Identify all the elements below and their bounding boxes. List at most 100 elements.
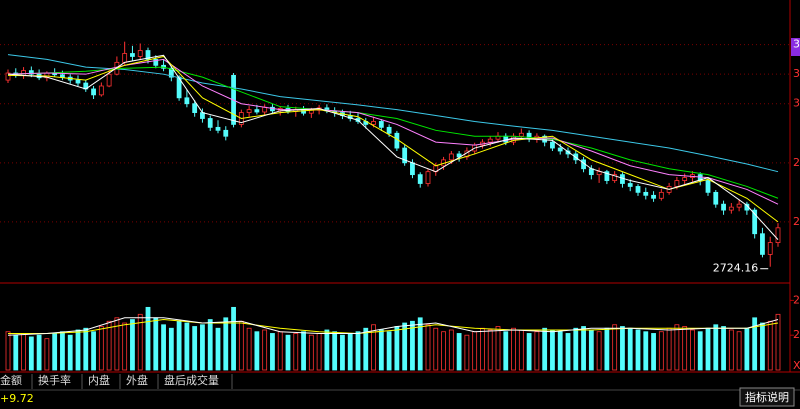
volume-bar xyxy=(775,313,781,371)
candle-body xyxy=(627,183,633,187)
volume-bar xyxy=(231,306,236,371)
candle-body xyxy=(736,203,742,208)
volume-bar xyxy=(13,334,19,371)
volume-bar xyxy=(441,331,446,371)
volume-bar xyxy=(91,331,96,371)
volume-bar xyxy=(184,322,190,371)
volume-bar xyxy=(573,327,579,371)
candle-body xyxy=(168,67,174,78)
volume-bar xyxy=(581,326,586,371)
candle-body xyxy=(752,209,758,235)
moving-average xyxy=(7,66,779,199)
volume-bar xyxy=(355,331,361,371)
volume-bar xyxy=(627,327,633,371)
volume-bar xyxy=(168,327,174,371)
candle-body xyxy=(674,180,680,187)
candle-body xyxy=(246,109,252,113)
indicator-tab[interactable]: 内盘 xyxy=(88,373,110,387)
y-tick-label: 3 xyxy=(793,97,800,110)
volume-bar xyxy=(620,326,625,371)
candle-body xyxy=(775,227,781,243)
volume-bar xyxy=(223,317,229,371)
volume-bar xyxy=(690,329,695,371)
candle-body xyxy=(60,74,65,78)
indicator-tab[interactable]: 换手率 xyxy=(38,373,71,387)
volume-bar xyxy=(83,327,89,371)
volume-tick-label: 2 xyxy=(793,293,800,306)
volume-bar xyxy=(651,333,656,371)
volume-bar xyxy=(410,320,415,371)
volume-bar xyxy=(612,324,618,371)
volume-bar xyxy=(448,329,454,371)
volume-bar xyxy=(293,333,299,371)
candle-body xyxy=(254,109,260,113)
volume-bar xyxy=(487,329,493,371)
volume-bar xyxy=(456,333,462,371)
moving-average xyxy=(7,54,779,240)
volume-bar xyxy=(21,333,26,371)
volume-bar xyxy=(534,331,540,371)
candle-body xyxy=(658,191,664,199)
volume-bar xyxy=(215,327,221,371)
volume-bar xyxy=(386,331,392,371)
volume-bar xyxy=(316,333,322,371)
volume-bar xyxy=(495,326,501,371)
volume-bar xyxy=(565,333,571,371)
candle-body xyxy=(487,138,493,143)
candle-body xyxy=(518,132,524,137)
volume-bar xyxy=(340,334,345,371)
candle-body xyxy=(402,147,408,164)
volume-bar xyxy=(518,329,524,371)
volume-bar xyxy=(417,317,423,371)
candle-body xyxy=(106,73,112,87)
indicator-tab[interactable]: 金额 xyxy=(0,373,22,387)
volume-bar xyxy=(44,338,50,371)
volume-bar xyxy=(760,322,765,371)
help-button-label[interactable]: 指标说明 xyxy=(745,390,789,404)
volume-bar xyxy=(721,326,726,371)
volume-bar xyxy=(285,334,291,371)
volume-bar xyxy=(371,324,376,371)
indicator-tab[interactable]: 盘后成交量 xyxy=(164,373,219,387)
y-tick-label: 2 xyxy=(793,215,800,228)
volume-bar xyxy=(588,329,594,371)
candle-body xyxy=(122,53,128,63)
help-button[interactable] xyxy=(739,387,795,407)
volume-bar xyxy=(254,331,260,371)
volume-bar xyxy=(557,331,563,371)
volume-bar xyxy=(36,334,42,371)
volume-bar xyxy=(713,324,719,371)
candle-body xyxy=(596,171,602,176)
volume-bar xyxy=(114,317,120,371)
volume-bar xyxy=(207,319,213,371)
status-value: +9.72 xyxy=(0,392,34,405)
volume-bar xyxy=(332,331,338,371)
candle-body xyxy=(207,118,213,128)
candle-body xyxy=(550,141,555,149)
y-tick-label: 2 xyxy=(793,156,800,169)
volume-bar xyxy=(52,333,58,371)
y-tick-label: 3 xyxy=(793,38,800,51)
candle-body xyxy=(448,153,454,161)
candle-body xyxy=(378,121,384,128)
volume-bar xyxy=(744,327,750,371)
plot xyxy=(0,41,790,371)
volume-unit: X xyxy=(793,359,800,372)
candle-body xyxy=(410,162,415,176)
indicator-tab[interactable]: 外盘 xyxy=(126,373,148,387)
volume-bar xyxy=(480,327,485,371)
candle-body xyxy=(767,242,773,255)
price-marker xyxy=(791,38,800,56)
volume-bar xyxy=(511,327,516,371)
tab-bar xyxy=(0,373,800,390)
volume-bar xyxy=(122,322,128,371)
y-tick-label: 3 xyxy=(793,67,800,80)
volume-bar xyxy=(643,331,649,371)
candle-body xyxy=(651,194,656,199)
volume-moving-average xyxy=(7,317,779,336)
candle-body xyxy=(21,70,26,76)
volume-bar xyxy=(767,320,773,371)
candle-body xyxy=(5,72,11,81)
volume-moving-average xyxy=(8,319,779,334)
candle-body xyxy=(565,150,571,155)
